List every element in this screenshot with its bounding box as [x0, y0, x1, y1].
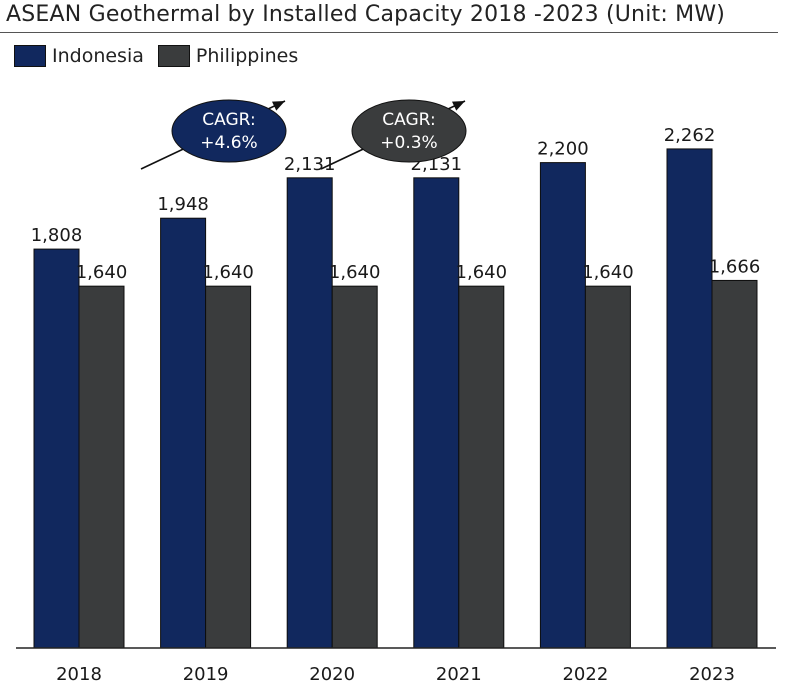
bar-indonesia-2022 [539, 162, 586, 649]
cagr-label-indonesia: CAGR: [202, 110, 255, 130]
cagr-arrowhead-philippines [452, 101, 465, 111]
bar-indonesia-2021 [413, 177, 460, 649]
bar-indonesia-2020 [286, 177, 333, 649]
data-label-philippines-2022: 1,640 [582, 262, 634, 283]
legend-label-indonesia: Indonesia [52, 45, 144, 67]
data-label-philippines-2023: 1,666 [709, 256, 761, 277]
x-tick-label-2019: 2019 [183, 664, 229, 685]
legend-label-philippines: Philippines [195, 45, 299, 67]
x-tick-label-2023: 2023 [689, 664, 735, 685]
data-label-indonesia-2020: 2,131 [284, 154, 336, 175]
bar-philippines-2023 [711, 279, 758, 649]
data-label-philippines-2021: 1,640 [456, 262, 508, 283]
cagr-arrowhead-indonesia [272, 101, 285, 111]
x-tick-label-2022: 2022 [562, 664, 608, 685]
legend: Indonesia Philippines [14, 45, 312, 67]
bar-philippines-2019 [205, 285, 252, 649]
x-tick-label-2018: 2018 [56, 664, 102, 685]
cagr-value-philippines: +0.3% [380, 133, 437, 153]
bar-philippines-2022 [584, 285, 631, 649]
bar-philippines-2021 [458, 285, 505, 649]
legend-item-indonesia: Indonesia [14, 45, 144, 67]
data-label-indonesia-2023: 2,262 [664, 125, 716, 146]
cagr-label-philippines: CAGR: [382, 110, 435, 130]
cagr-bubble-indonesia [171, 99, 287, 163]
cagr-value-indonesia: +4.6% [200, 133, 257, 153]
data-label-philippines-2020: 1,640 [329, 262, 381, 283]
x-tick-label-2021: 2021 [436, 664, 482, 685]
title-divider [0, 32, 778, 33]
bar-indonesia-2023 [666, 148, 713, 649]
data-label-philippines-2019: 1,640 [202, 262, 254, 283]
legend-swatch-philippines [157, 45, 190, 67]
bar-indonesia-2019 [160, 217, 207, 649]
legend-item-philippines: Philippines [157, 45, 299, 67]
chart-title: ASEAN Geothermal by Installed Capacity 2… [6, 2, 726, 27]
data-label-indonesia-2022: 2,200 [537, 139, 589, 160]
bar-philippines-2018 [78, 285, 125, 649]
cagr-bubble-philippines [351, 99, 467, 163]
bar-philippines-2020 [331, 285, 378, 649]
x-tick-label-2020: 2020 [309, 664, 355, 685]
legend-swatch-indonesia [14, 45, 46, 67]
data-label-indonesia-2019: 1,948 [157, 194, 209, 215]
bar-indonesia-2018 [33, 248, 80, 649]
data-label-philippines-2018: 1,640 [76, 262, 128, 283]
data-label-indonesia-2018: 1,808 [31, 225, 83, 246]
